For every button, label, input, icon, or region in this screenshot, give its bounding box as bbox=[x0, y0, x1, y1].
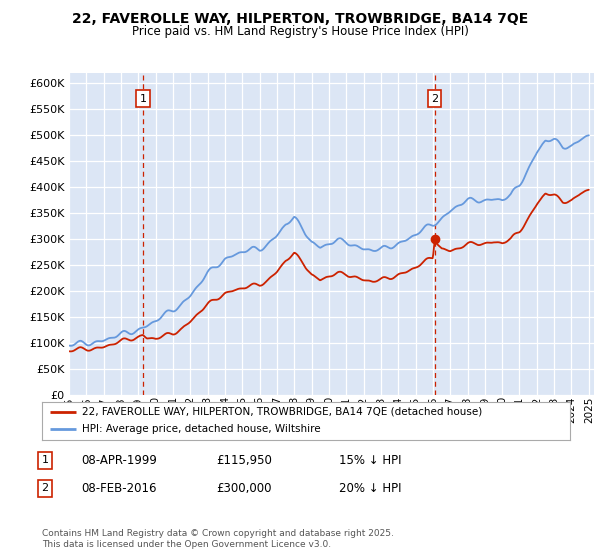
Text: £115,950: £115,950 bbox=[216, 454, 272, 467]
Text: 08-APR-1999: 08-APR-1999 bbox=[81, 454, 157, 467]
Text: 1: 1 bbox=[41, 455, 49, 465]
Text: 22, FAVEROLLE WAY, HILPERTON, TROWBRIDGE, BA14 7QE: 22, FAVEROLLE WAY, HILPERTON, TROWBRIDGE… bbox=[72, 12, 528, 26]
Text: 15% ↓ HPI: 15% ↓ HPI bbox=[339, 454, 401, 467]
Text: 2: 2 bbox=[41, 483, 49, 493]
Text: 08-FEB-2016: 08-FEB-2016 bbox=[81, 482, 157, 495]
Text: 20% ↓ HPI: 20% ↓ HPI bbox=[339, 482, 401, 495]
Text: 2: 2 bbox=[431, 94, 438, 104]
Text: £300,000: £300,000 bbox=[216, 482, 271, 495]
Text: 1: 1 bbox=[139, 94, 146, 104]
Text: 22, FAVEROLLE WAY, HILPERTON, TROWBRIDGE, BA14 7QE (detached house): 22, FAVEROLLE WAY, HILPERTON, TROWBRIDGE… bbox=[82, 407, 482, 417]
Text: Price paid vs. HM Land Registry's House Price Index (HPI): Price paid vs. HM Land Registry's House … bbox=[131, 25, 469, 38]
Text: HPI: Average price, detached house, Wiltshire: HPI: Average price, detached house, Wilt… bbox=[82, 424, 320, 435]
Text: Contains HM Land Registry data © Crown copyright and database right 2025.
This d: Contains HM Land Registry data © Crown c… bbox=[42, 529, 394, 549]
